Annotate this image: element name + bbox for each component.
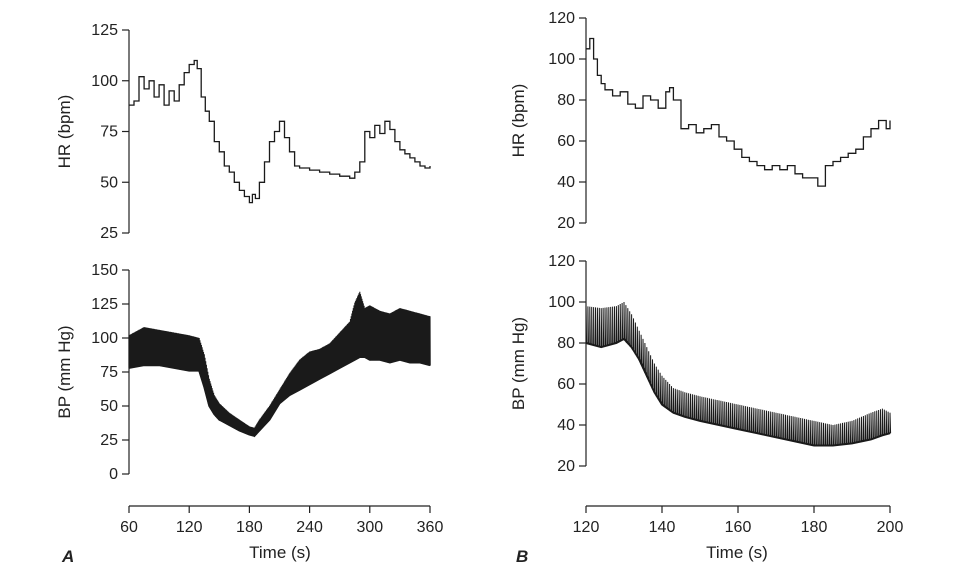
panel-a-bp-y-tick-label: 100 [91, 330, 118, 347]
panel-b-hr-y-tick-label: 40 [557, 174, 575, 191]
panel-a-bp-y-axis-title: BP (mm Hg) [55, 325, 74, 418]
panel-b-hr-y-tick-label: 120 [548, 10, 575, 27]
panel-b-bp-diastolic-envelope [585, 337, 891, 447]
panel-a-bp-x-tick-label: 120 [176, 519, 203, 536]
panel-b-bp-x-tick-label: 120 [573, 519, 600, 536]
panel-a-bp-x-tick-label: 60 [120, 519, 138, 536]
panel-label-b: B [516, 547, 528, 566]
panel-b-bp-x-tick-label: 180 [801, 519, 828, 536]
panel-b-bp-y-tick-label: 100 [548, 294, 575, 311]
panel-b-bp-y-tick-label: 40 [557, 417, 575, 434]
panel-b-hr-chart: 20 40 60 80 100 120 HR (bpm) [509, 10, 891, 232]
panel-a-bp-x-tick-label: 300 [356, 519, 383, 536]
panel-b-bp-y-axis-title: BP (mm Hg) [509, 317, 528, 410]
panel-a-bp-diastolic-envelope [128, 356, 431, 438]
panel-a-bp-x-axis-title: Time (s) [249, 543, 311, 562]
panel-b-bp-y-tick-label: 20 [557, 458, 575, 475]
panel-b-bp-y-tick-label: 80 [557, 335, 575, 352]
panel-a-bp-y-tick-label: 50 [100, 398, 118, 415]
panel-a-hr-y-tick-label: 125 [91, 22, 118, 39]
panel-a-hr-y-tick-label: 75 [100, 124, 118, 141]
panel-label-a: A [61, 547, 74, 566]
panel-a-bp-x-tick-label: 240 [296, 519, 323, 536]
panel-a-bp-x-tick-label: 360 [417, 519, 444, 536]
panel-b-hr-y-tick-label: 20 [557, 215, 575, 232]
panel-a-hr-y-tick-label: 25 [100, 225, 118, 242]
panel-a-bp-y-tick-label: 75 [100, 364, 118, 381]
panel-b-hr-trace-line [586, 37, 891, 187]
panel-a-bp-waveform [128, 291, 431, 438]
panel-a-bp-y-tick-label: 150 [91, 262, 118, 279]
panel-b-hr-y-axis-title: HR (bpm) [509, 84, 528, 158]
panel-a-bp-y-tick-label: 125 [91, 296, 118, 313]
panel-b-bp-waveform [585, 301, 892, 447]
panel-b-bp-x-tick-label: 140 [649, 519, 676, 536]
panel-a-bp-y-tick-label: 0 [109, 466, 118, 483]
panel-b-bp-x-tick-label: 160 [725, 519, 752, 536]
panel-b-bp-y-tick-label: 120 [548, 253, 575, 270]
panel-a-bp-x-tick-label: 180 [236, 519, 263, 536]
panel-a-hr-trace-line [129, 59, 431, 204]
panel-b-bp-x-tick-label: 200 [877, 519, 904, 536]
panel-b-hr-y-tick-label: 60 [557, 133, 575, 150]
panel-b-hr-y-tick-label: 80 [557, 92, 575, 109]
panel-a-hr-chart: 25 50 75 100 125 HR (bpm) [55, 22, 431, 242]
panel-b-bp-y-tick-label: 60 [557, 376, 575, 393]
panel-a-bp-y-tick-label: 25 [100, 432, 118, 449]
panel-a-hr-y-axis-title: HR (bpm) [55, 95, 74, 169]
panel-b-bp-x-axis-title: Time (s) [706, 543, 768, 562]
panel-a-hr-y-tick-label: 50 [100, 174, 118, 191]
panel-b-hr-y-tick-label: 100 [548, 51, 575, 68]
panel-b-bp-chart: 20 40 60 80 100 120 BP (mm Hg) 120 140 160 180 200 T… [509, 253, 903, 562]
panel-a-hr-y-tick-label: 100 [91, 73, 118, 90]
panel-a-bp-chart: 0 25 50 75 100 125 150 BP (mm Hg) 60 120 180 240 300… [55, 262, 443, 562]
